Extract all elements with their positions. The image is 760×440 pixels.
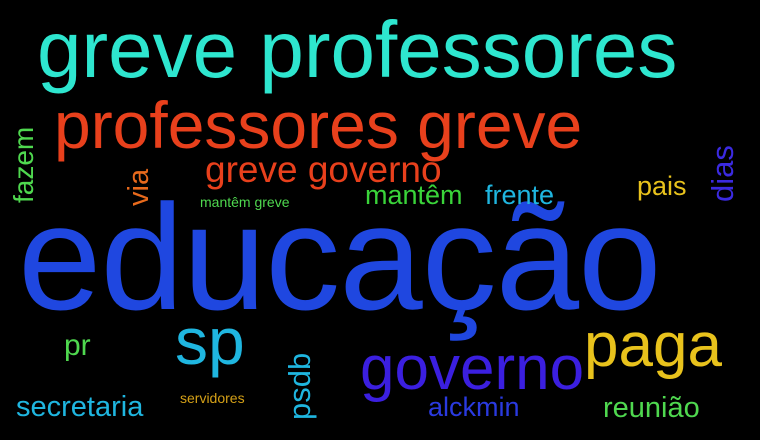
- word-frente: frente: [485, 180, 555, 210]
- word-governo: governo: [360, 334, 585, 403]
- word-greve-professores: greve professores: [37, 5, 678, 94]
- word-pais: pais: [637, 171, 687, 201]
- word-psdb: psdb: [282, 352, 317, 420]
- word-pr: pr: [64, 329, 91, 362]
- word-greve-governo: greve governo: [205, 149, 442, 190]
- word-via: via: [123, 168, 155, 206]
- word-dias: dias: [705, 145, 740, 202]
- word-reuniao: reunião: [603, 392, 700, 424]
- word-professores-greve: professores greve: [54, 88, 583, 162]
- word-paga: paga: [584, 311, 722, 380]
- word-mantem-greve: mantêm greve: [200, 194, 290, 210]
- word-mantem: mantêm: [365, 180, 463, 210]
- word-fazem: fazem: [8, 126, 39, 203]
- word-sp: sp: [175, 304, 245, 378]
- word-alckmin: alckmin: [428, 392, 520, 422]
- word-servidores: servidores: [180, 390, 245, 406]
- word-educacao: educação: [18, 173, 662, 341]
- word-secretaria: secretaria: [16, 391, 144, 423]
